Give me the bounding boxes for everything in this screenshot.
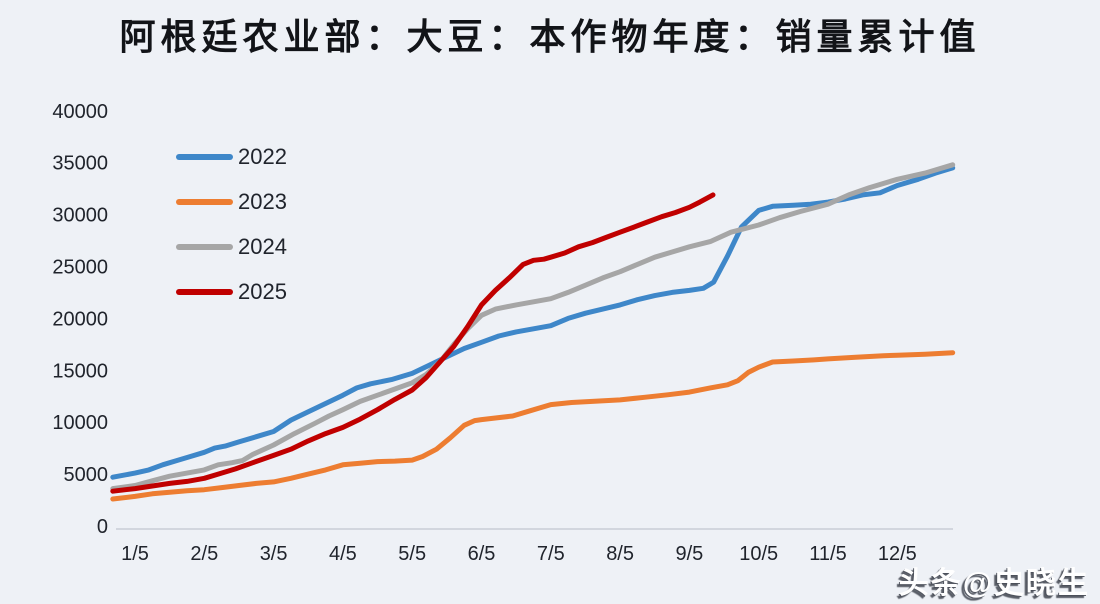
- y-tick-label: 40000: [52, 101, 108, 123]
- x-tick-label: 8/5: [606, 543, 634, 565]
- legend-swatch-2023: [176, 198, 233, 205]
- y-tick-label: 25000: [52, 257, 108, 279]
- x-tick-label: 5/5: [398, 543, 426, 565]
- x-tick-label: 10/5: [739, 543, 778, 565]
- x-tick-label: 12/5: [878, 543, 917, 565]
- legend-item-2022: 2022: [176, 134, 287, 179]
- series-line-2024: [110, 162, 956, 492]
- y-tick-label: 20000: [52, 308, 108, 330]
- x-tick-label: 4/5: [329, 543, 357, 565]
- y-tick-label: 35000: [52, 153, 108, 175]
- legend-label-2024: 2024: [238, 233, 287, 259]
- legend-swatch-2025: [176, 288, 233, 295]
- y-tick-label: 30000: [52, 205, 108, 227]
- legend-item-2024: 2024: [176, 224, 287, 269]
- x-tick-label: 7/5: [537, 543, 565, 565]
- x-tick-label: 9/5: [675, 543, 703, 565]
- y-tick-label: 15000: [52, 360, 108, 382]
- legend-swatch-2024: [176, 243, 233, 250]
- x-tick-label: 11/5: [809, 543, 846, 565]
- legend-swatch-2022: [176, 153, 233, 160]
- series-line-2022: [110, 165, 956, 480]
- x-tick-label: 6/5: [468, 543, 496, 565]
- legend-label-2025: 2025: [238, 278, 287, 304]
- legend-item-2023: 2023: [176, 179, 287, 224]
- y-tick-label: 0: [97, 516, 108, 538]
- x-tick-label: 1/5: [121, 543, 149, 565]
- y-tick-label: 10000: [52, 412, 108, 434]
- legend-label-2022: 2022: [238, 143, 287, 169]
- watermark: 头条@史晓生: [898, 567, 1090, 600]
- legend-item-2025: 2025: [176, 269, 287, 314]
- legend: 2022 2023 2024 2025: [176, 134, 287, 314]
- series-line-2023: [110, 350, 956, 502]
- series-line-2025: [110, 192, 716, 494]
- chart-title: 阿根廷农业部：大豆：本作物年度：销量累计值: [119, 16, 981, 57]
- x-tick-label: 2/5: [190, 543, 218, 565]
- x-tick-label: 3/5: [260, 543, 288, 565]
- y-tick-label: 5000: [64, 464, 109, 486]
- legend-label-2023: 2023: [238, 188, 287, 214]
